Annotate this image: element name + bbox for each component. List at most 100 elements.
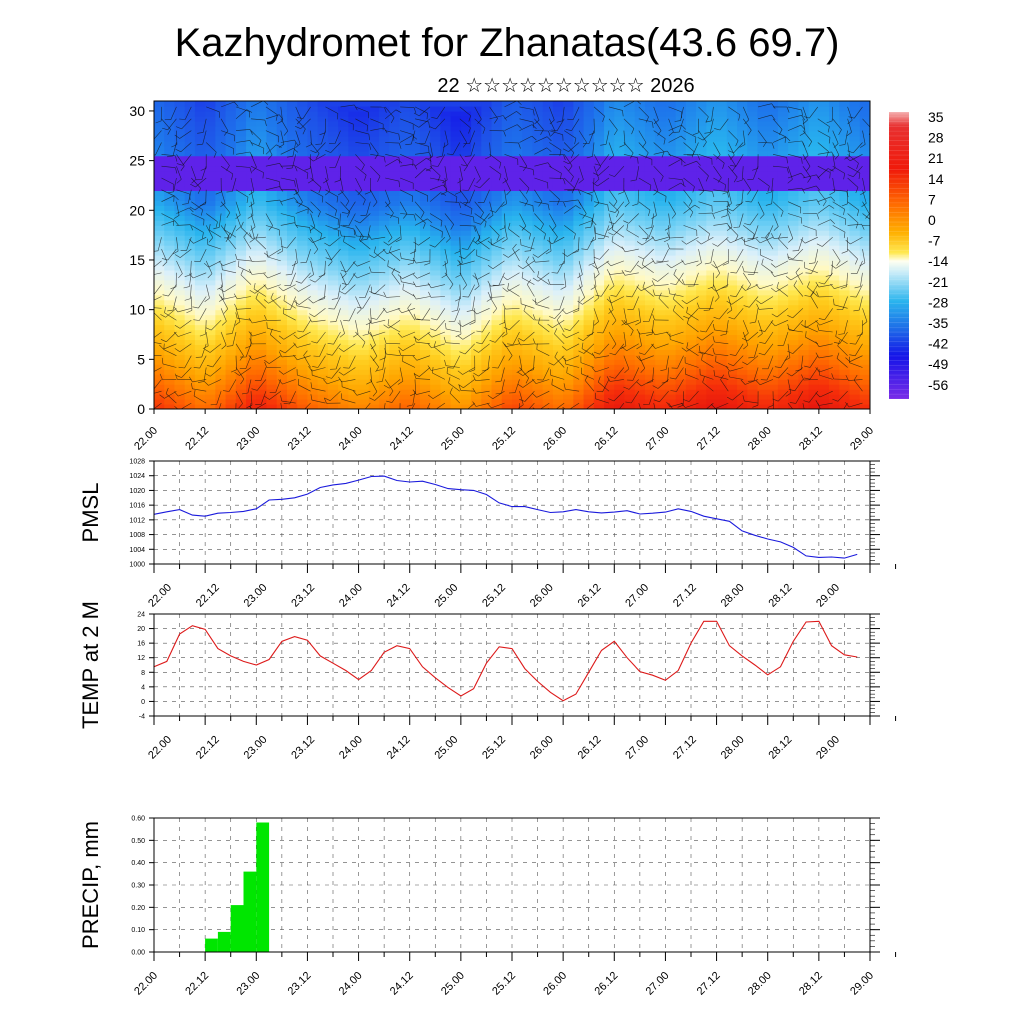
- heatmap-cell: [604, 110, 615, 117]
- wind-barb-flag: [173, 331, 179, 337]
- heatmap-cell: [430, 369, 441, 375]
- heatmap-cell: [174, 115, 186, 122]
- heatmap-cell: [522, 210, 534, 216]
- heatmap-cell: [685, 210, 697, 216]
- heatmap-cell: [358, 235, 370, 241]
- heatmap-cell: [481, 140, 493, 147]
- heatmap-cell: [215, 165, 227, 172]
- heatmap-cell: [409, 130, 421, 137]
- heatmap-cell: [808, 309, 820, 316]
- heatmap-cell: [266, 264, 278, 271]
- wind-barb-flag: [145, 350, 147, 356]
- wind-barb: [211, 319, 222, 331]
- wind-barb: [265, 199, 280, 202]
- heatmap-cell: [430, 115, 441, 122]
- heatmap-cell: [491, 120, 503, 127]
- heatmap-cell: [276, 349, 288, 355]
- heatmap-cell: [552, 210, 564, 216]
- heatmap-cell: [440, 384, 452, 390]
- heatmap-cell: [706, 354, 718, 360]
- heatmap-cell: [154, 369, 165, 375]
- heatmap-cell: [563, 195, 574, 201]
- heatmap-cell: [634, 384, 646, 390]
- heatmap-cell: [706, 145, 718, 152]
- heatmap-cell: [368, 150, 380, 157]
- heatmap-cell: [583, 225, 595, 231]
- heatmap-cell: [317, 269, 329, 276]
- heatmap-cell: [747, 359, 759, 365]
- heatmap-cell: [307, 259, 319, 266]
- heatmap-cell: [563, 180, 574, 187]
- heatmap-cell: [205, 314, 216, 321]
- heatmap-cell: [665, 215, 677, 221]
- heatmap-cell: [563, 279, 574, 286]
- heatmap-cell: [532, 235, 544, 241]
- heatmap-cell: [368, 185, 380, 192]
- heatmap-cell: [614, 359, 626, 365]
- heatmap-cell: [450, 235, 462, 241]
- heatmap-cell: [297, 324, 309, 331]
- heatmap-cell: [604, 250, 615, 256]
- heatmap-cell: [706, 294, 718, 301]
- heatmap-cell: [675, 379, 687, 385]
- wind-barb: [295, 118, 306, 130]
- heatmap-cell: [184, 374, 196, 380]
- wind-barb: [260, 367, 267, 381]
- heatmap-cell: [348, 319, 360, 326]
- heatmap-cell: [655, 379, 667, 385]
- heatmap-cell: [532, 140, 544, 147]
- heatmap-cell: [726, 255, 738, 261]
- heatmap-cell: [512, 399, 523, 405]
- heatmap-cell: [583, 329, 595, 336]
- wind-barb: [184, 355, 192, 369]
- heatmap-cell: [358, 374, 370, 380]
- heatmap-cell: [430, 210, 441, 216]
- heatmap-cell: [205, 319, 216, 326]
- heatmap-cell: [614, 289, 626, 296]
- heatmap-cell: [399, 374, 411, 380]
- heatmap-cell: [522, 195, 534, 201]
- heatmap-cell: [368, 329, 380, 336]
- heatmap-cell: [194, 190, 206, 196]
- heatmap-cell: [266, 105, 278, 112]
- heatmap-cell: [634, 170, 646, 177]
- wind-barb-flag: [175, 148, 182, 153]
- heatmap-cell: [808, 379, 820, 385]
- heatmap-cell: [276, 250, 288, 256]
- heatmap-cell: [737, 289, 748, 296]
- heatmap-cell: [583, 259, 595, 266]
- heatmap-cell: [788, 210, 799, 216]
- heatmap-cell: [512, 269, 523, 276]
- heatmap-cell: [859, 299, 870, 306]
- heatmap-cell: [286, 160, 298, 167]
- heatmap-cell: [491, 250, 503, 256]
- heatmap-cell: [246, 220, 257, 226]
- heatmap-cell: [522, 250, 534, 256]
- heatmap-cell: [471, 314, 482, 321]
- heatmap-cell: [552, 250, 564, 256]
- heatmap-cell: [808, 180, 820, 187]
- heatmap-cell: [358, 125, 370, 132]
- heatmap-cell: [716, 339, 728, 346]
- wind-barb-flag: [144, 271, 147, 276]
- wind-barb: [310, 237, 319, 250]
- heatmap-cell: [859, 369, 870, 375]
- heatmap-cell: [184, 364, 196, 370]
- heatmap-cell: [716, 329, 728, 336]
- heatmap-cell: [225, 150, 237, 157]
- heatmap-cell: [624, 240, 636, 246]
- heatmap-cell: [154, 349, 165, 355]
- heatmap-cell: [174, 175, 186, 182]
- wind-barb-flag: [255, 233, 259, 240]
- heatmap-cell: [532, 175, 544, 182]
- heatmap-cell: [409, 225, 421, 231]
- heatmap-cell: [307, 384, 319, 390]
- heatmap-cell: [624, 165, 636, 172]
- heatmap-cell: [338, 105, 349, 112]
- wind-barb: [311, 367, 326, 372]
- heatmap-cell: [338, 279, 349, 286]
- wind-barb-flag: [297, 330, 304, 333]
- heatmap-cell: [409, 399, 421, 405]
- heatmap-cell: [593, 319, 605, 326]
- heatmap-cell: [706, 379, 718, 385]
